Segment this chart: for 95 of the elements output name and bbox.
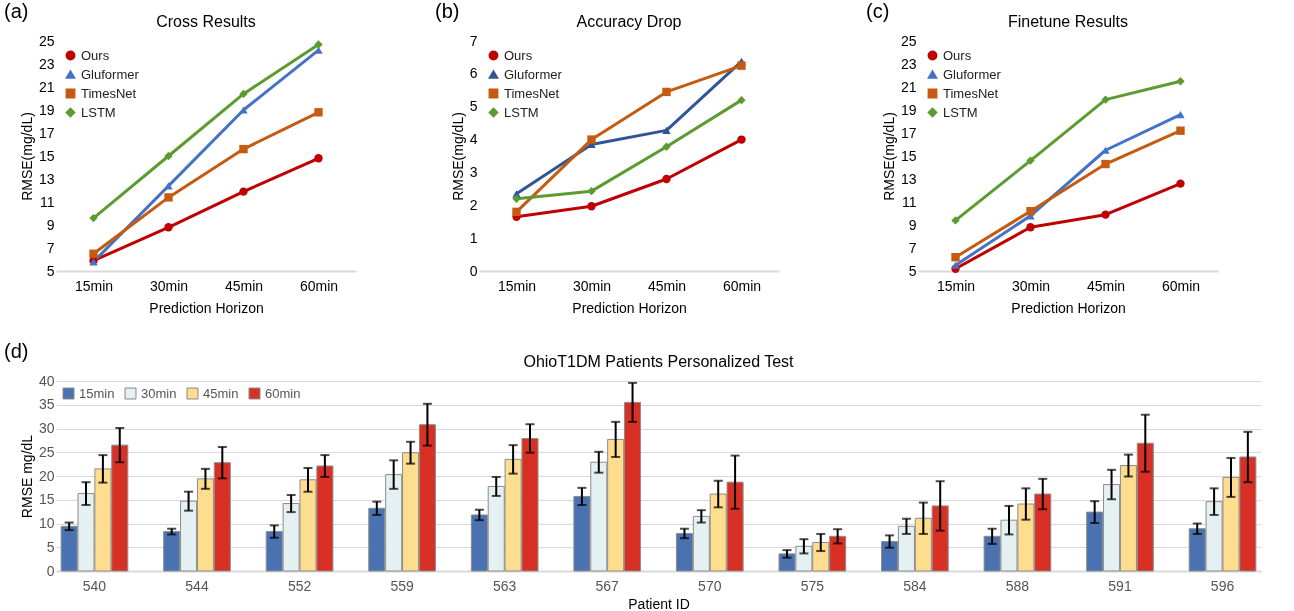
- legend-label: Gluformer: [81, 66, 140, 82]
- chart-title: Accuracy Drop: [576, 13, 682, 30]
- y-tick-label: 7: [908, 239, 917, 256]
- y-axis-title: RMSE mg/dL: [18, 434, 35, 519]
- y-tick-label: 21: [900, 78, 917, 95]
- y-tick-label: 15: [38, 147, 55, 164]
- y-tick-label: 7: [46, 239, 55, 256]
- y-tick-label: 15: [900, 147, 917, 164]
- x-tick-label: 45min: [224, 277, 264, 294]
- y-tick-label: 5: [46, 262, 55, 279]
- legend-label: LSTM: [81, 104, 116, 120]
- x-tick-label: 544: [185, 577, 209, 594]
- y-tick-label: 21: [38, 78, 55, 95]
- legend-label: Ours: [504, 47, 533, 63]
- x-axis-title: Patient ID: [628, 595, 690, 611]
- x-tick-label: 596: [1210, 577, 1235, 594]
- y-tick-label: 1: [469, 229, 478, 246]
- text: (c): [866, 0, 890, 23]
- y-tick-label: 30: [38, 420, 55, 436]
- y-tick-label: 11: [39, 193, 55, 210]
- y-tick-label: 4: [469, 131, 478, 148]
- y-tick-label: 5: [46, 538, 55, 555]
- x-tick-label: 15min: [936, 277, 976, 294]
- x-tick-label: 60min: [722, 277, 762, 294]
- legend-label: 30min: [141, 385, 177, 401]
- y-axis-title: RMSE(mg/dL): [18, 112, 35, 201]
- y-tick-label: 19: [38, 101, 55, 118]
- y-tick-label: 25: [38, 32, 55, 49]
- x-axis-title: Prediction Horizon: [572, 299, 687, 316]
- y-tick-label: 19: [900, 101, 917, 118]
- x-tick-label: 559: [390, 577, 415, 594]
- y-tick-label: 5: [469, 98, 478, 115]
- y-tick-label: 17: [38, 124, 55, 141]
- chart-title: OhioT1DM Patients Personalized Test: [523, 353, 795, 370]
- text: (b): [435, 0, 460, 23]
- x-tick-label: 584: [903, 577, 927, 594]
- x-tick-label: 15min: [74, 277, 114, 294]
- y-tick-label: 11: [901, 193, 917, 210]
- y-tick-label: 10: [38, 515, 55, 531]
- y-tick-label: 20: [38, 467, 55, 484]
- chart-title: Cross Results: [156, 13, 256, 30]
- y-tick-label: 13: [38, 170, 55, 187]
- y-tick-label: 5: [908, 262, 917, 279]
- legend-label: Ours: [943, 47, 972, 63]
- x-tick-label: 15min: [497, 277, 537, 294]
- x-tick-label: 45min: [1086, 277, 1126, 294]
- legend-label: Gluformer: [943, 66, 1002, 82]
- y-tick-label: 23: [900, 55, 917, 72]
- legend-label: LSTM: [943, 104, 978, 120]
- x-tick-label: 540: [82, 577, 107, 594]
- y-tick-label: 15: [38, 491, 55, 508]
- legend-label: 45min: [203, 385, 239, 401]
- legend-label: TimesNet: [81, 85, 137, 101]
- legend-label: Ours: [81, 47, 110, 63]
- y-tick-label: 25: [900, 32, 917, 49]
- legend-label: TimesNet: [943, 85, 999, 101]
- x-tick-label: 45min: [647, 277, 687, 294]
- y-tick-label: 17: [900, 124, 917, 141]
- x-axis-title: Prediction Horizon: [149, 299, 264, 316]
- x-tick-label: 567: [595, 577, 620, 594]
- y-tick-label: 35: [38, 396, 55, 413]
- y-tick-label: 3: [469, 163, 478, 180]
- x-tick-label: 563: [492, 577, 517, 594]
- legend-label: TimesNet: [504, 85, 560, 101]
- y-tick-label: 2: [469, 196, 478, 213]
- y-tick-label: 9: [908, 216, 917, 233]
- y-tick-label: 25: [38, 443, 55, 460]
- y-tick-label: 9: [46, 216, 55, 233]
- legend-label: 15min: [79, 385, 115, 401]
- x-tick-label: 30min: [572, 277, 612, 294]
- y-tick-label: 7: [469, 32, 478, 49]
- x-tick-label: 30min: [1011, 277, 1051, 294]
- y-tick-label: 13: [900, 170, 917, 187]
- x-tick-label: 570: [698, 577, 722, 594]
- x-axis-title: Prediction Horizon: [1011, 299, 1126, 316]
- x-tick-label: 60min: [1161, 277, 1201, 294]
- x-tick-label: 552: [287, 577, 312, 594]
- text: (a): [4, 0, 29, 23]
- chart-title: Finetune Results: [1007, 13, 1129, 30]
- x-tick-label: 575: [800, 577, 825, 594]
- text: (d): [4, 340, 29, 363]
- x-tick-label: 588: [1005, 577, 1030, 594]
- y-axis-title: RMSE(mg/dL): [449, 112, 466, 201]
- legend-label: 60min: [265, 385, 301, 401]
- y-tick-label: 0: [46, 562, 55, 579]
- y-tick-label: 0: [469, 262, 478, 279]
- y-axis-title: RMSE(mg/dL): [880, 112, 897, 201]
- x-tick-label: 591: [1108, 577, 1132, 594]
- y-tick-label: 23: [38, 55, 55, 72]
- legend-label: LSTM: [504, 104, 539, 120]
- legend-label: Gluformer: [504, 66, 563, 82]
- y-tick-label: 6: [469, 65, 478, 82]
- y-tick-label: 40: [38, 372, 55, 389]
- x-tick-label: 60min: [299, 277, 339, 294]
- x-tick-label: 30min: [149, 277, 189, 294]
